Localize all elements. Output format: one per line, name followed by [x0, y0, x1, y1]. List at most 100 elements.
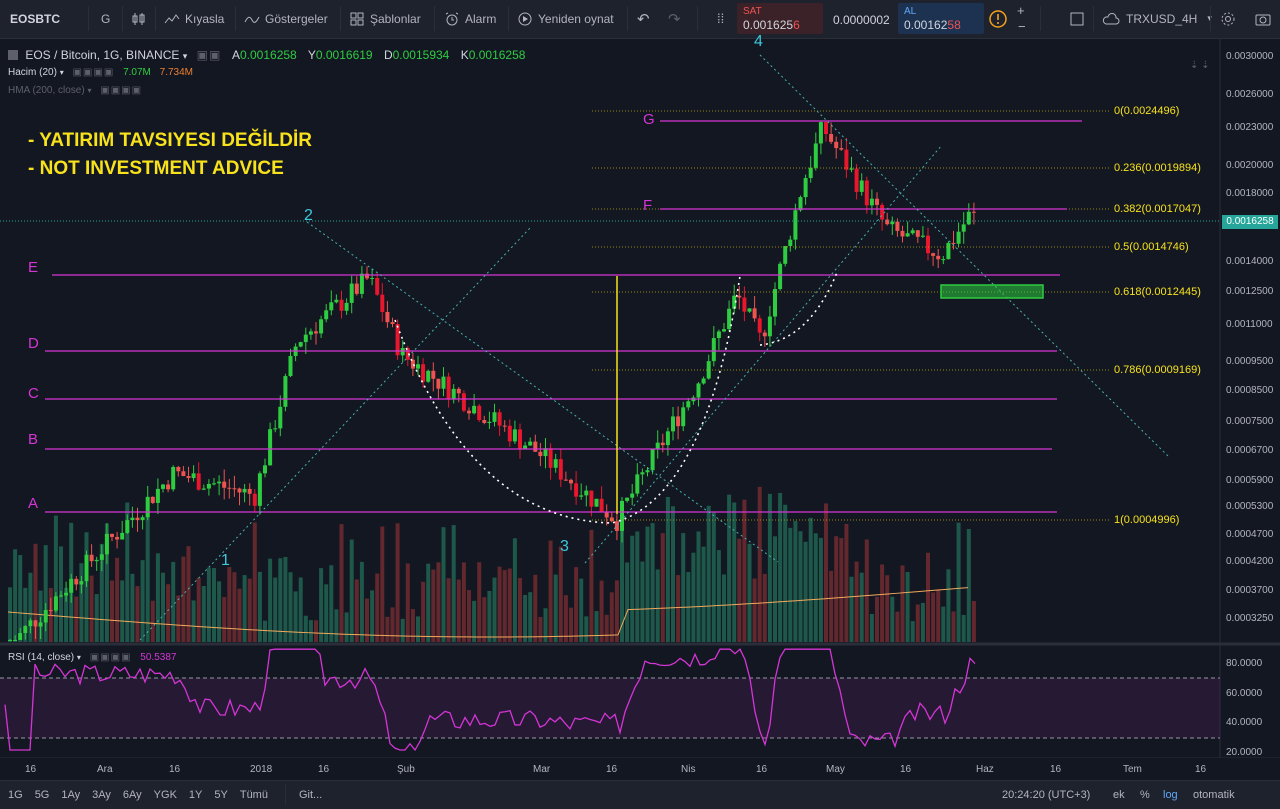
auto-button[interactable]: otomatik — [1193, 781, 1235, 808]
range-button[interactable]: 1Y — [188, 788, 203, 801]
volume-bar — [625, 562, 630, 642]
candle-body — [43, 610, 48, 623]
camera-button[interactable] — [1255, 0, 1276, 37]
volume-bar — [518, 577, 522, 642]
legend-buttons[interactable]: ▣▣▣▣ — [72, 67, 115, 78]
compare-button[interactable]: Kıyasla — [164, 0, 224, 37]
legend-buttons[interactable]: ▣▣ — [196, 48, 222, 62]
candle-body — [609, 517, 614, 522]
range-button[interactable]: 3Ay — [92, 788, 111, 801]
legend-buttons[interactable]: ▣▣▣▣ — [100, 85, 143, 96]
legend-title[interactable]: EOS / Bitcoin, 1G, BINANCE — [25, 48, 180, 62]
legend-buttons[interactable]: ▣▣▣▣ — [89, 652, 132, 663]
candle-body — [936, 255, 941, 260]
buy-button[interactable]: AL 0.0016258 — [898, 3, 984, 34]
volume-bar — [936, 589, 941, 642]
candle-body — [523, 445, 528, 449]
settings-button[interactable] — [1220, 0, 1241, 37]
hma-label[interactable]: HMA (200, close) — [8, 85, 85, 96]
candle-body — [38, 622, 43, 627]
volume-bar — [477, 562, 482, 642]
volume-bar — [869, 613, 874, 642]
replay-button[interactable]: Yeniden oynat — [517, 0, 614, 37]
range-button[interactable]: 6Ay — [122, 788, 142, 801]
volume-bar — [635, 531, 640, 642]
volume-bar — [808, 517, 813, 642]
redo-button[interactable]: ↷ — [668, 0, 681, 37]
extended-button[interactable]: ek — [1113, 781, 1125, 808]
chevron-down-icon[interactable]: ▾ — [87, 86, 92, 95]
volume-bar — [18, 555, 23, 642]
range-button[interactable]: 5Y — [214, 788, 228, 801]
sell-button[interactable]: SAT 0.0016256 — [737, 3, 823, 34]
fullscreen-button[interactable] — [1069, 0, 1090, 37]
volume-bar — [456, 579, 461, 642]
time-tick-label: 16 — [1195, 764, 1207, 775]
clock[interactable]: 20:24:20 (UTC+3) — [1002, 781, 1090, 808]
log-button[interactable]: log — [1163, 781, 1178, 808]
chevron-down-icon[interactable]: ▾ — [182, 51, 188, 61]
interval-button[interactable]: G — [101, 0, 110, 37]
candle-body — [212, 483, 216, 485]
auto-label: otomatik — [1193, 788, 1235, 801]
info-button[interactable] — [989, 0, 1012, 37]
symbol-search[interactable]: EOSBTC — [10, 0, 60, 37]
volume-bar — [268, 558, 273, 642]
candle-body — [650, 448, 655, 471]
disclaimer-tr: - YATIRIM TAVSIYESI DEĞİLDİR — [28, 130, 312, 151]
layout-select[interactable]: TRXUSD_4H ▾ — [1101, 0, 1212, 37]
alert-button[interactable]: Alarm — [444, 0, 496, 37]
candle-body — [834, 141, 839, 149]
chevron-down-icon[interactable]: ▾ — [59, 68, 64, 77]
candle-body — [727, 308, 732, 330]
rsi-band — [0, 678, 1220, 738]
range-button[interactable]: 1Ay — [61, 788, 81, 801]
quantity-increase[interactable]: + — [1017, 2, 1025, 18]
candle-body — [625, 497, 630, 501]
candle-body — [257, 473, 262, 506]
scroll-arrows[interactable]: ⇣ ⇣ — [1190, 60, 1210, 71]
spread-value: 0.0000002 — [833, 13, 890, 27]
percent-label: % — [1140, 788, 1150, 801]
range-button[interactable]: 1G — [8, 788, 23, 801]
volume-bar — [324, 584, 329, 642]
volume-bar — [339, 524, 344, 642]
range-button[interactable]: 5G — [34, 788, 50, 801]
range-button[interactable]: YGK — [153, 788, 177, 801]
volume-bar — [767, 493, 772, 642]
volume-bar — [512, 538, 517, 642]
candle-body — [665, 431, 670, 446]
candle-body — [334, 299, 339, 303]
undo-button[interactable]: ↶ — [637, 0, 650, 37]
rsi-label[interactable]: RSI (14, close) — [8, 652, 75, 663]
price-chart[interactable] — [0, 38, 1280, 758]
volume-bar — [334, 609, 339, 642]
quantity-decrease[interactable]: − — [1018, 18, 1026, 34]
volume-bar — [630, 535, 635, 642]
candle-body — [569, 479, 573, 484]
candle-body — [951, 242, 956, 244]
candle-body — [528, 441, 533, 446]
candle-body — [574, 483, 579, 497]
percent-button[interactable]: % — [1140, 781, 1150, 808]
candle-body — [594, 498, 599, 507]
alarm-clock-icon — [445, 12, 459, 25]
trading-menu-button[interactable]: ⁞⁞ — [717, 0, 724, 37]
templates-button[interactable]: Şablonlar — [349, 0, 421, 37]
volume-label[interactable]: Hacim (20) — [8, 67, 57, 78]
volume-bar — [8, 587, 12, 642]
candle-body — [28, 620, 33, 627]
volume-bar — [293, 591, 298, 642]
candle-body — [436, 378, 441, 389]
candle-body — [859, 180, 864, 192]
chart-type-button[interactable] — [131, 0, 152, 37]
time-tick-label: 2018 — [250, 764, 273, 775]
goto-button[interactable]: Git... — [299, 781, 322, 808]
indicators-button[interactable]: Göstergeler — [244, 0, 328, 37]
range-button[interactable]: Tümü — [239, 788, 268, 801]
candle-body — [722, 329, 726, 332]
candle-body — [278, 406, 283, 429]
chevron-down-icon[interactable]: ▾ — [76, 653, 81, 662]
volume-bar — [370, 590, 375, 642]
candle-body — [910, 230, 915, 234]
